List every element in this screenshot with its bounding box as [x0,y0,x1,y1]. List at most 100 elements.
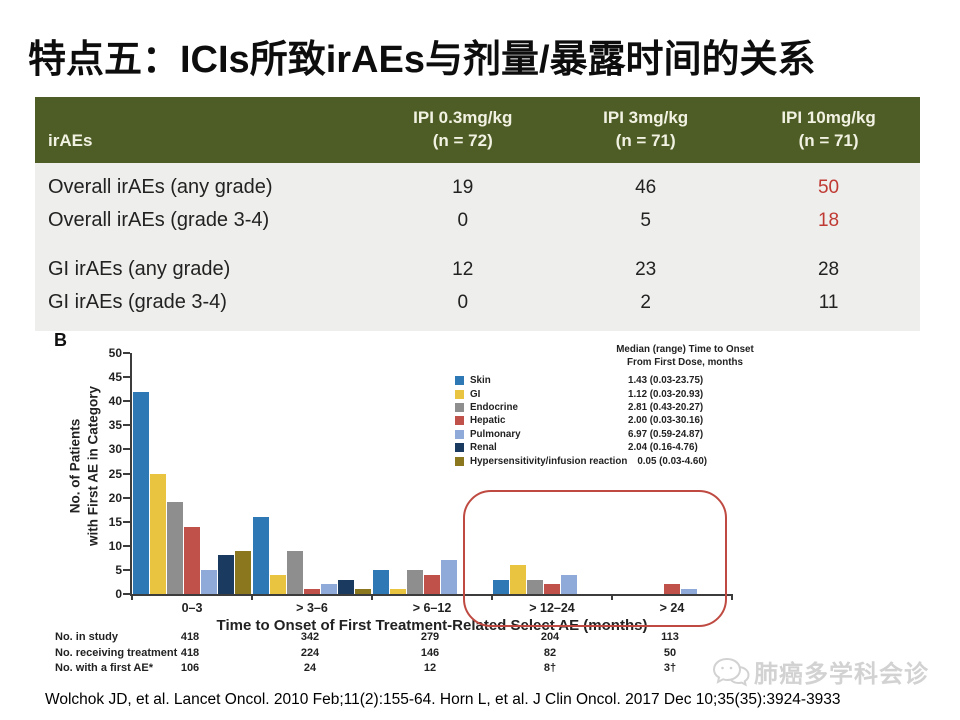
footer-row: No. with a first AE* 106 24 12 8† 3† [40,662,780,678]
row-value: 5 [640,209,651,231]
legend-median-range: 1.43 (0.03-23.75) [628,375,704,387]
bar-endocrine [166,502,183,594]
bar-gi [509,565,526,594]
watermark: 肺癌多学科会诊 [712,654,929,689]
row-value: 19 [452,176,474,198]
legend-label: GI [470,388,481,400]
y-tick-label: 25 [108,466,122,481]
bar-pulmonary [561,574,578,594]
row-value: 23 [635,258,657,280]
y-tick-mark [123,424,130,427]
y-tick-label: 20 [108,490,122,505]
table-row: Overall irAEs (grade 3-4) 0 5 18 [35,204,920,237]
footer-value: 3† [663,662,677,674]
bar-skin [492,579,509,594]
bar-gi [389,589,406,594]
y-tick-label: 45 [108,370,122,385]
y-tick-label: 10 [108,538,122,553]
footer-row-label: No. in study [55,631,118,643]
bar-pulmonary [441,560,458,594]
table-header-col-1: IPI 3mg/kg (n = 71) [554,97,737,163]
citation-text: Wolchok JD, et al. Lancet Oncol. 2010 Fe… [45,691,841,708]
chat-bubbles-logo-icon [712,657,750,686]
bar-hepatic [303,589,320,594]
header-n: (n = 71) [798,131,859,150]
row-value: 12 [452,258,474,280]
row-label: GI irAEs (grade 3-4) [48,291,227,313]
y-tick-mark [123,352,130,354]
bar-renal [218,555,235,594]
legend-swatch [455,402,464,412]
bar-hepatic [543,584,560,594]
bar-hypersensitivity-infusion-reaction [355,589,372,594]
header-n: (n = 72) [432,131,493,150]
onset-bar-chart-figure: B No. of Patients with First AE in Categ… [40,326,780,688]
footer-value: 8† [543,662,557,674]
x-tick-mark [371,594,373,600]
legend-title: Median (range) Time to Onset From First … [593,344,777,369]
bar-skin [132,391,149,594]
footer-value: 224 [300,646,320,659]
y-tick-mark [123,400,130,403]
header-dose: IPI 3mg/kg [603,108,689,128]
footer-row-label: No. receiving treatment [55,646,178,659]
legend-label: Skin [470,375,491,387]
bar-gi [149,473,166,594]
bar-skin [372,569,389,594]
row-value: 11 [818,291,839,313]
red-highlight-annotation [463,490,727,627]
bar-gi [269,574,286,594]
y-tick-mark [123,593,130,595]
row-label: Overall irAEs (grade 3-4) [48,209,270,231]
category-label: > 12–24 [529,601,575,615]
legend-median-range: 2.00 (0.03-30.16) [628,415,704,427]
legend-swatch [455,456,464,466]
bar-pulmonary [201,569,218,594]
watermark-text: 肺癌多学科会诊 [754,661,929,688]
y-tick-label: 50 [108,346,122,360]
legend-row: GI 1.12 (0.03-20.93) [455,387,777,400]
y-tick-mark [123,496,130,499]
bar-endocrine [286,550,303,594]
row-value: 28 [817,258,840,280]
row-label: Overall irAEs (any grade) [48,176,273,198]
footer-value: 82 [543,646,557,659]
table-header-iraes: irAEs [48,131,93,151]
legend-label: Hepatic [470,415,506,427]
footer-row: No. receiving treatment 418 224 146 82 50 [40,647,780,663]
row-value: 0 [457,291,469,313]
footer-value: 204 [540,631,560,643]
footer-value: 24 [303,662,317,674]
legend-label: Endocrine [470,401,518,413]
legend-label: Renal [470,442,497,454]
table-row: GI irAEs (grade 3-4) 0 2 11 [35,286,920,319]
y-tick-label: 40 [108,394,122,409]
y-tick-mark [123,472,130,475]
row-label: GI irAEs (any grade) [48,258,231,280]
footer-row-label: No. with a first AE* [55,662,153,674]
footer-value: 279 [420,631,440,643]
y-tick-label: 5 [115,562,122,577]
bar-hepatic [423,574,440,594]
y-tick-label: 30 [108,442,122,457]
legend-median-range: 2.81 (0.43-20.27) [628,401,704,413]
row-value: 50 [817,176,840,198]
y-tick-label: 35 [108,418,122,433]
footer-value: 146 [420,646,440,659]
category-label: > 6–12 [412,601,452,615]
footer-value: 12 [423,662,437,674]
footer-row: No. in study 418 342 279 204 113 [40,631,780,647]
legend-row: Hypersensitivity/infusion reaction 0.05 (… [455,454,777,467]
table-row: GI irAEs (any grade) 12 23 28 [35,253,920,286]
y-tick-mark [123,376,130,379]
y-tick-mark [123,544,130,547]
category-label: 0–3 [181,601,203,615]
panel-b-label: B [54,330,67,350]
legend-swatch [455,429,464,439]
row-value: 0 [457,209,469,231]
y-tick-mark [123,448,130,451]
footer-value: 342 [300,631,320,643]
row-value: 2 [640,291,651,313]
header-dose: IPI 10mg/kg [781,108,876,128]
